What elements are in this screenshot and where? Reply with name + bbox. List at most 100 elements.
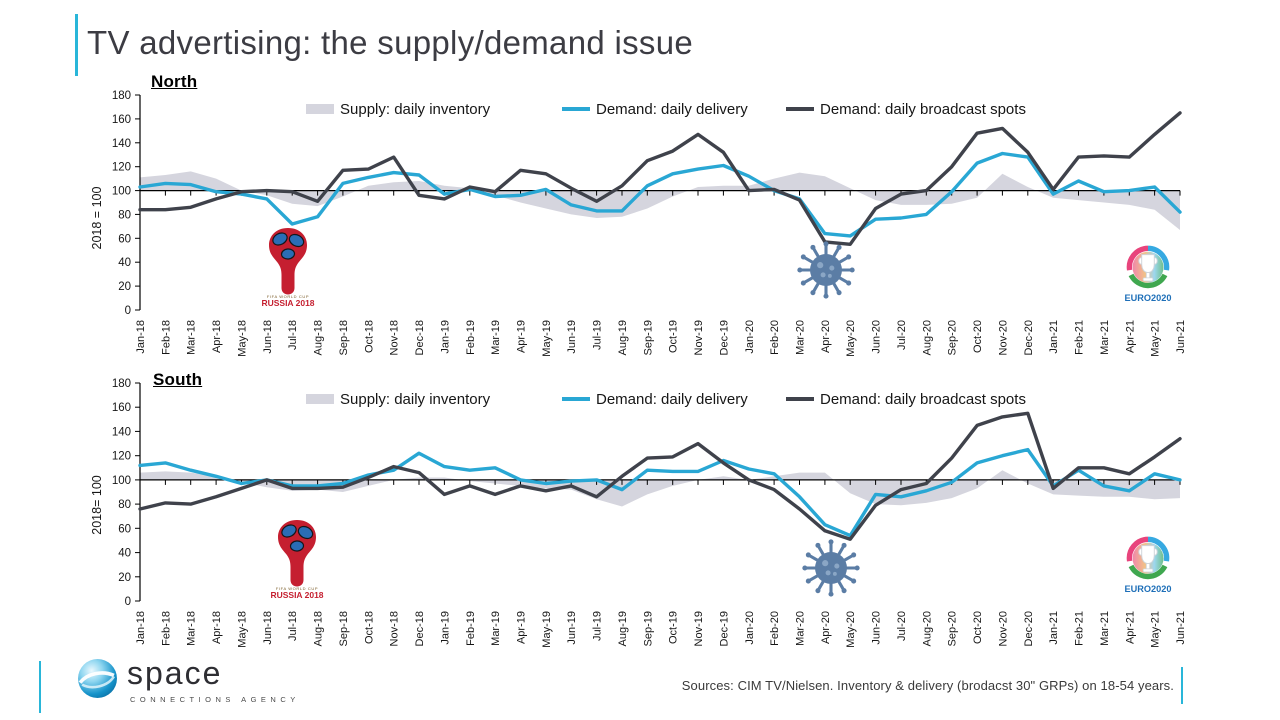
- title-accent-bar: [75, 14, 78, 76]
- svg-text:Jan-20: Jan-20: [744, 320, 756, 354]
- spots-line-swatch-icon: [786, 397, 814, 401]
- svg-text:Nov-19: Nov-19: [693, 611, 705, 646]
- legend-item-delivery: Demand: daily delivery: [562, 100, 748, 118]
- svg-text:Feb-20: Feb-20: [769, 611, 781, 646]
- svg-text:Mar-18: Mar-18: [186, 320, 198, 355]
- svg-text:May-21: May-21: [1150, 611, 1162, 648]
- svg-text:180: 180: [112, 378, 131, 390]
- svg-text:Jul-19: Jul-19: [592, 611, 604, 641]
- legend-label: Demand: daily delivery: [596, 390, 748, 408]
- svg-text:Jun-20: Jun-20: [871, 611, 883, 645]
- svg-text:Nov-19: Nov-19: [693, 320, 705, 355]
- svg-text:160: 160: [112, 114, 131, 126]
- svg-text:Apr-21: Apr-21: [1124, 320, 1136, 353]
- svg-text:Dec-19: Dec-19: [718, 320, 730, 355]
- svg-text:Jul-18: Jul-18: [287, 611, 299, 641]
- svg-text:Oct-19: Oct-19: [668, 611, 680, 644]
- sources-text: Sources: CIM TV/Nielsen. Inventory & del…: [681, 678, 1174, 693]
- svg-text:Jan-21: Jan-21: [1048, 611, 1060, 645]
- footer-accent-bar-right: [1181, 667, 1183, 704]
- svg-text:120: 120: [112, 162, 131, 174]
- svg-text:Sep-20: Sep-20: [947, 611, 959, 646]
- svg-text:0: 0: [125, 305, 131, 317]
- coronavirus-icon: [802, 539, 860, 597]
- svg-text:Apr-18: Apr-18: [211, 320, 223, 353]
- delivery-line-swatch-icon: [562, 107, 590, 111]
- svg-text:140: 140: [112, 138, 131, 150]
- svg-text:20: 20: [118, 281, 131, 293]
- svg-text:160: 160: [112, 402, 131, 414]
- legend-label: Supply: daily inventory: [340, 100, 491, 118]
- svg-text:Apr-18: Apr-18: [211, 611, 223, 644]
- svg-text:Oct-20: Oct-20: [972, 611, 984, 644]
- svg-text:Aug-18: Aug-18: [313, 320, 325, 355]
- svg-text:FIFA WORLD CUP: FIFA WORLD CUP: [276, 586, 318, 591]
- svg-text:Aug-20: Aug-20: [921, 320, 933, 355]
- svg-text:Feb-21: Feb-21: [1074, 320, 1086, 355]
- space-logo-sphere-icon: [78, 659, 117, 698]
- chart-title-south: South: [153, 370, 203, 389]
- svg-text:Sep-19: Sep-19: [642, 611, 654, 646]
- svg-text:Jul-20: Jul-20: [896, 320, 908, 350]
- svg-text:120: 120: [112, 451, 131, 463]
- fifa-world-cup-2018-logo: FIFA WORLD CUP RUSSIA 2018: [270, 520, 324, 599]
- svg-text:100: 100: [112, 475, 131, 487]
- svg-text:Jul-18: Jul-18: [287, 320, 299, 350]
- svg-text:Jan-19: Jan-19: [439, 611, 451, 645]
- svg-text:Mar-18: Mar-18: [186, 611, 198, 646]
- legend-item-spots: Demand: daily broadcast spots: [786, 101, 1026, 118]
- svg-text:80: 80: [118, 499, 131, 511]
- south-chart-plot: 0 20 40 60 80 100 120 140 160 180 Jan-18 Feb-18 Mar-…: [112, 378, 1187, 648]
- svg-text:60: 60: [118, 523, 131, 535]
- svg-text:Feb-18: Feb-18: [160, 611, 172, 646]
- svg-text:Dec-19: Dec-19: [718, 611, 730, 646]
- svg-text:Feb-19: Feb-19: [465, 611, 477, 646]
- svg-text:Dec-18: Dec-18: [414, 320, 426, 355]
- svg-text:Dec-20: Dec-20: [1023, 611, 1035, 646]
- svg-text:Apr-20: Apr-20: [820, 320, 832, 353]
- coronavirus-icon: [797, 241, 855, 299]
- euro2020-logo: EURO2020: [1125, 245, 1172, 303]
- svg-text:Nov-18: Nov-18: [389, 320, 401, 355]
- fifa-world-cup-2018-logo: FIFA WORLD CUP RUSSIA 2018: [261, 228, 315, 307]
- north-chart-plot: 0 20 40 60 80 100 120 140 160 180 Jan-18 Feb-18 Mar-…: [112, 90, 1187, 357]
- legend-label: Demand: daily delivery: [596, 100, 748, 118]
- legend-item-delivery: Demand: daily delivery: [562, 390, 748, 408]
- svg-text:Apr-19: Apr-19: [516, 611, 528, 644]
- svg-text:20: 20: [118, 572, 131, 584]
- svg-text:EURO2020: EURO2020: [1125, 293, 1172, 303]
- svg-text:Dec-18: Dec-18: [414, 611, 426, 646]
- svg-text:Jul-20: Jul-20: [896, 611, 908, 641]
- svg-text:Aug-19: Aug-19: [617, 611, 629, 646]
- svg-text:40: 40: [118, 257, 131, 269]
- svg-text:May-20: May-20: [845, 320, 857, 357]
- svg-text:Oct-20: Oct-20: [972, 320, 984, 353]
- svg-text:Aug-20: Aug-20: [921, 611, 933, 646]
- svg-text:Jan-18: Jan-18: [135, 611, 147, 645]
- supply-area-swatch-icon: [306, 394, 334, 404]
- euro2020-logo: EURO2020: [1125, 536, 1171, 594]
- svg-text:Oct-18: Oct-18: [363, 611, 375, 644]
- svg-text:Jan-20: Jan-20: [744, 611, 756, 645]
- svg-text:Dec-20: Dec-20: [1023, 320, 1035, 355]
- svg-text:Apr-19: Apr-19: [516, 320, 528, 353]
- legend-label: Demand: daily broadcast spots: [820, 390, 1026, 408]
- svg-text:Jan-18: Jan-18: [135, 320, 147, 354]
- svg-text:Jun-20: Jun-20: [871, 320, 883, 354]
- svg-text:180: 180: [112, 90, 131, 102]
- legend-item-supply: Supply: daily inventory: [306, 391, 490, 408]
- svg-text:May-19: May-19: [541, 320, 553, 357]
- svg-text:Nov-18: Nov-18: [389, 611, 401, 646]
- svg-text:Mar-20: Mar-20: [795, 611, 807, 646]
- svg-text:60: 60: [118, 233, 131, 245]
- svg-text:Feb-18: Feb-18: [160, 320, 172, 355]
- svg-text:Jun-18: Jun-18: [262, 611, 274, 645]
- svg-text:May-18: May-18: [237, 611, 249, 648]
- svg-text:Jun-21: Jun-21: [1175, 320, 1187, 354]
- svg-text:Apr-21: Apr-21: [1124, 611, 1136, 644]
- svg-text:Mar-21: Mar-21: [1099, 320, 1111, 355]
- svg-text:Mar-19: Mar-19: [490, 611, 502, 646]
- svg-text:Mar-19: Mar-19: [490, 320, 502, 355]
- svg-text:Oct-19: Oct-19: [668, 320, 680, 353]
- svg-text:Jul-19: Jul-19: [592, 320, 604, 350]
